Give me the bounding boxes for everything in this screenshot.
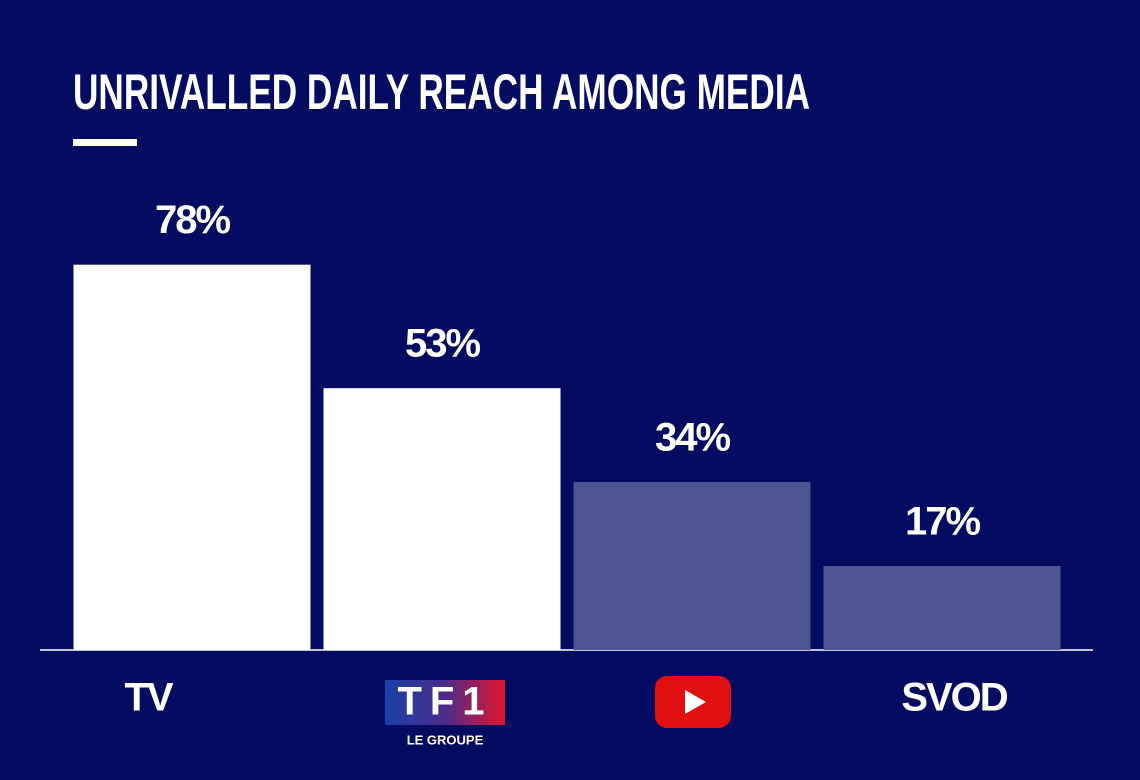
bar <box>73 264 311 650</box>
x-tick-sublabel: LE GROUPE <box>407 732 484 747</box>
value-label: 78% <box>155 198 230 242</box>
title-underline <box>73 139 137 146</box>
value-label: 17% <box>905 500 980 544</box>
youtube-play <box>685 690 706 714</box>
value-label: 53% <box>405 322 480 366</box>
x-tick-label: TF1 <box>397 680 492 724</box>
bar <box>573 482 811 650</box>
chart-title: UNRIVALLED DAILY REACH AMONG MEDIA <box>73 64 810 120</box>
youtube-logo <box>655 676 731 728</box>
x-tick-label: SVOD <box>901 676 1007 720</box>
bar <box>323 388 561 650</box>
x-tick-label: TV <box>124 676 173 720</box>
tf1-logo-bg <box>385 680 505 725</box>
bar <box>823 566 1061 650</box>
value-label: 34% <box>655 416 730 460</box>
